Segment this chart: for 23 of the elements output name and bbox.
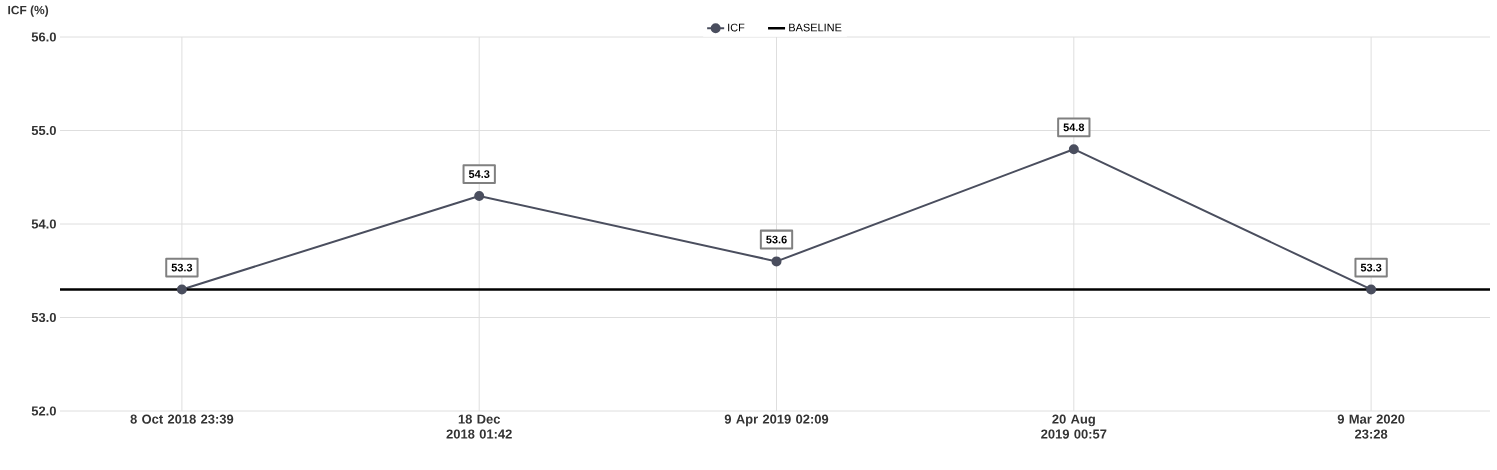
x-tick-label: 20 Aug 2019 00:57 — [1041, 414, 1107, 439]
point — [176, 284, 187, 295]
y-tick-label: 55.0 — [31, 125, 56, 136]
y-axis-title: ICF (%) — [8, 5, 49, 17]
point — [771, 256, 782, 267]
x-tick-label: 9 Mar 2020 23:28 — [1337, 414, 1405, 439]
data-label: 53.3 — [1360, 263, 1382, 272]
legend-label: ICF — [728, 23, 745, 32]
y-tick-label: 53.0 — [31, 312, 56, 323]
data-label: 53.6 — [766, 235, 787, 244]
point — [1068, 144, 1079, 155]
x-tick-label: 8 Oct 2018 23:39 — [130, 414, 234, 424]
legend-label: BASELINE — [789, 23, 842, 32]
data-label: 54.3 — [468, 170, 490, 178]
data-label: 54.8 — [1063, 123, 1085, 132]
x-tick-label: 18 Dec 2018 01:42 — [446, 414, 512, 439]
y-tick-label: 52.0 — [31, 406, 56, 416]
point — [1366, 284, 1377, 295]
point — [474, 190, 485, 201]
y-tick-label: 54.0 — [31, 219, 56, 229]
x-tick-label: 9 Apr 2019 02:09 — [724, 414, 829, 427]
y-tick-label: 56.0 — [31, 32, 56, 42]
data-label: 53.3 — [171, 263, 193, 272]
